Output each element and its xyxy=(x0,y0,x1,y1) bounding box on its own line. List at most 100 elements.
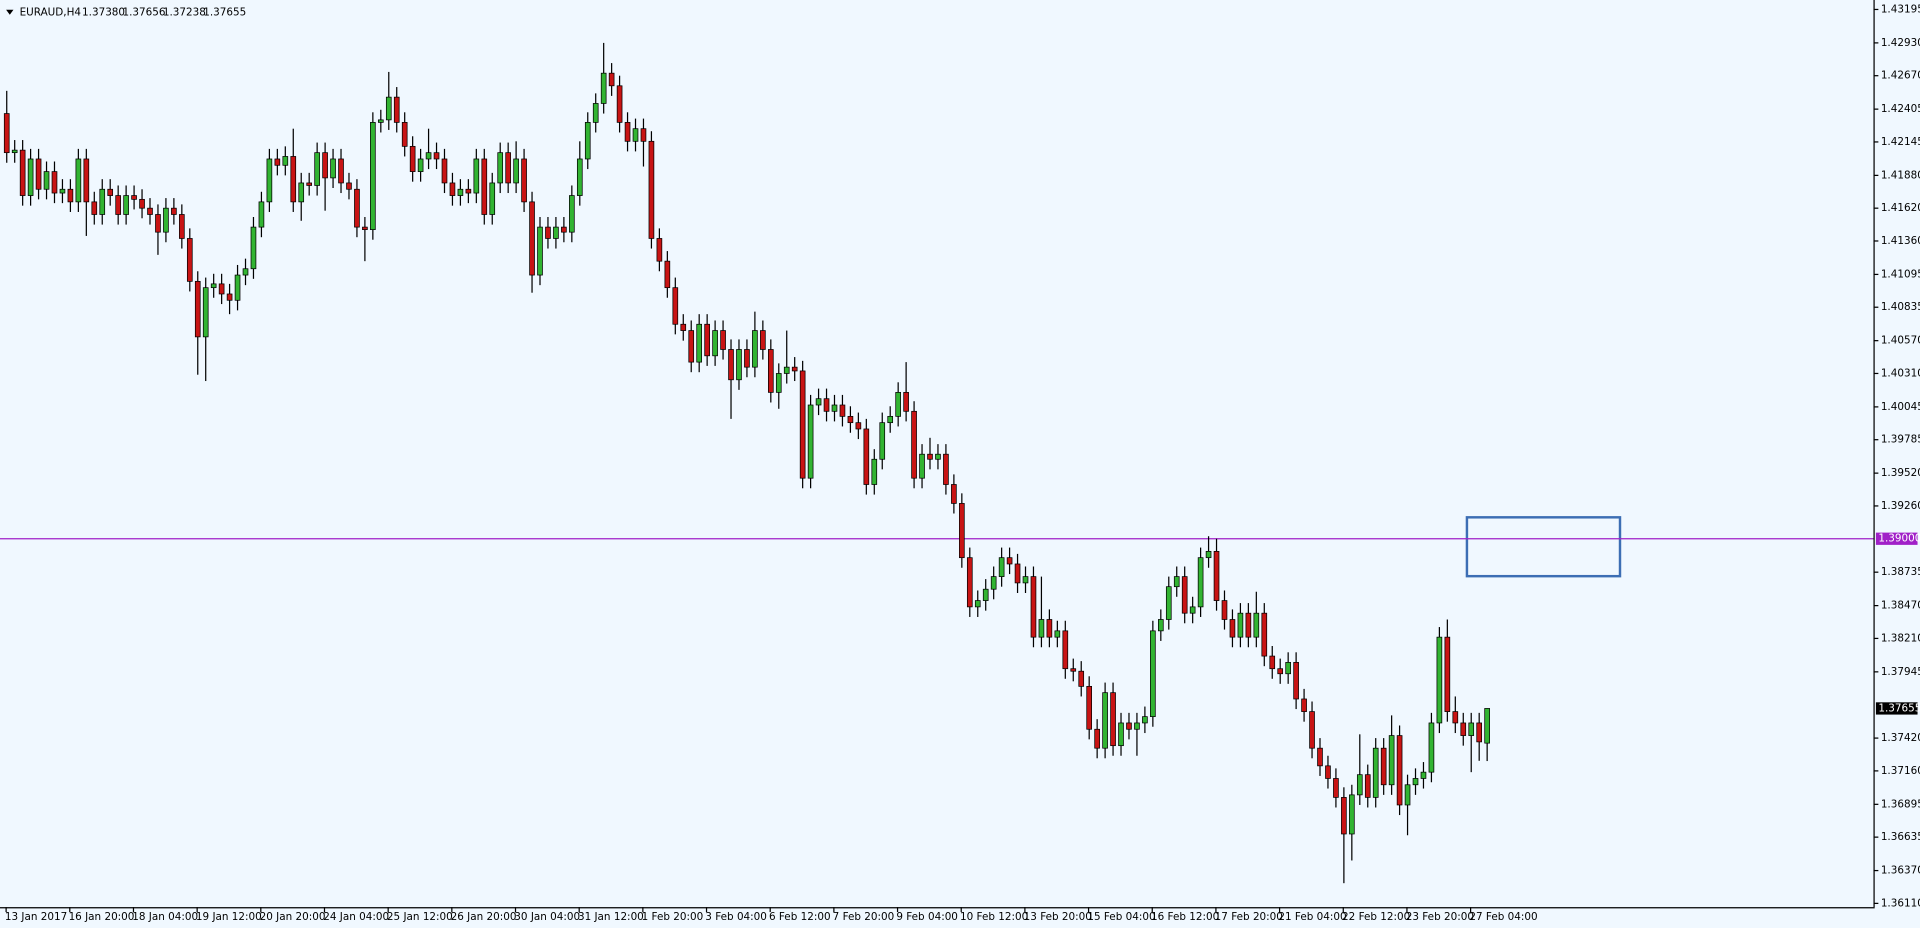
symbol-menu-arrow[interactable] xyxy=(6,9,14,15)
candle-body xyxy=(831,404,838,412)
y-tick-label: 1.42405 xyxy=(1881,103,1920,115)
candle-body xyxy=(1038,619,1045,638)
candle-body xyxy=(385,96,392,121)
candle-body xyxy=(1333,778,1339,798)
x-tick-label: 26 Jan 20:00 xyxy=(451,911,517,923)
candle-body xyxy=(1285,662,1291,675)
candle-body xyxy=(163,207,169,233)
candle-body xyxy=(839,404,846,417)
x-tick-label: 24 Jan 04:00 xyxy=(323,911,389,923)
candle-body xyxy=(1221,600,1228,620)
x-tick-label: 10 Feb 12:00 xyxy=(960,911,1028,923)
candle-body xyxy=(1245,612,1252,638)
x-tick-label: 20 Jan 20:00 xyxy=(260,911,326,923)
header-open: 1.37380 xyxy=(82,6,125,18)
candle-body xyxy=(871,458,878,485)
candle-body xyxy=(927,453,933,460)
y-tick-label: 1.38470 xyxy=(1881,600,1920,612)
candle-body xyxy=(314,152,320,186)
candle-body xyxy=(1293,662,1299,700)
candle-body xyxy=(282,156,289,166)
candle-body xyxy=(1341,797,1347,835)
candle-body xyxy=(1213,550,1220,601)
candle-body xyxy=(1142,716,1148,724)
candle-body xyxy=(11,149,18,154)
candle-body xyxy=(903,392,909,412)
y-tick-label: 1.39260 xyxy=(1881,500,1920,512)
x-tick-label: 23 Feb 20:00 xyxy=(1406,911,1474,923)
candle-body xyxy=(417,158,424,172)
header-low: 1.37238 xyxy=(163,6,206,18)
candle-body xyxy=(959,503,965,559)
y-tick-label: 1.39520 xyxy=(1881,467,1920,479)
candle-body xyxy=(75,158,82,203)
candle-body xyxy=(266,158,273,203)
candle-body xyxy=(632,128,639,142)
candle-body xyxy=(664,260,671,289)
x-tick-label: 18 Jan 04:00 xyxy=(132,911,198,923)
candle-body xyxy=(592,103,599,123)
candle-body xyxy=(1150,630,1156,718)
y-tick-label: 1.38735 xyxy=(1881,566,1920,578)
candle-body xyxy=(401,122,408,147)
candle-body xyxy=(393,96,400,123)
y-tick-label: 1.40835 xyxy=(1881,301,1920,313)
candle-body xyxy=(1110,692,1116,747)
candle-body xyxy=(298,182,305,203)
candle-body xyxy=(1102,692,1108,749)
candle-body xyxy=(712,330,718,357)
candle-body xyxy=(27,158,34,196)
candle-body xyxy=(736,349,742,381)
candle-body xyxy=(481,158,488,215)
y-tick-label: 1.39785 xyxy=(1881,434,1920,446)
candle-body xyxy=(306,182,312,186)
candle-body xyxy=(680,323,687,331)
candle-body xyxy=(1420,771,1427,779)
candle-body xyxy=(935,453,941,460)
candle-body xyxy=(155,214,161,233)
candle-body xyxy=(1412,778,1419,786)
candle-body xyxy=(513,158,519,184)
candle-body xyxy=(370,122,376,230)
candle-body xyxy=(1349,794,1355,835)
candle-body xyxy=(1062,630,1069,670)
candle-body xyxy=(1078,670,1085,687)
y-tick-label: 1.42930 xyxy=(1881,37,1920,49)
candle-body xyxy=(1086,685,1092,730)
candle-body xyxy=(974,600,981,608)
candle-body xyxy=(791,366,798,372)
x-tick-label: 7 Feb 20:00 xyxy=(833,911,895,923)
candle-body xyxy=(1205,550,1212,559)
candle-body xyxy=(1118,722,1124,747)
candle-body xyxy=(1428,722,1435,773)
candle-body xyxy=(863,428,870,485)
y-tick-label: 1.36110 xyxy=(1881,897,1920,909)
candle-body xyxy=(521,158,527,203)
candle-body xyxy=(1126,722,1132,730)
candle-body xyxy=(1436,636,1443,724)
x-tick-label: 22 Feb 12:00 xyxy=(1342,911,1410,923)
candle-body xyxy=(171,207,177,215)
candle-body xyxy=(473,158,480,194)
candle-body xyxy=(1165,586,1172,620)
candle-body xyxy=(744,349,750,368)
candle-body xyxy=(600,72,607,104)
candle-body xyxy=(1054,630,1061,638)
candle-body xyxy=(1253,612,1260,638)
candle-body xyxy=(537,226,543,276)
drawn-rectangle[interactable] xyxy=(1465,516,1622,578)
candle-body xyxy=(354,188,360,228)
candle-body xyxy=(91,201,98,215)
candle-body xyxy=(1404,784,1411,806)
candle-body xyxy=(242,268,249,276)
candle-body xyxy=(123,195,129,215)
candle-body xyxy=(59,188,66,194)
candle-body xyxy=(1277,668,1284,675)
y-tick-label: 1.42670 xyxy=(1881,70,1920,82)
candle-body xyxy=(226,293,233,301)
candle-body xyxy=(449,182,456,196)
candle-body xyxy=(696,323,703,363)
candle-body xyxy=(561,226,567,233)
